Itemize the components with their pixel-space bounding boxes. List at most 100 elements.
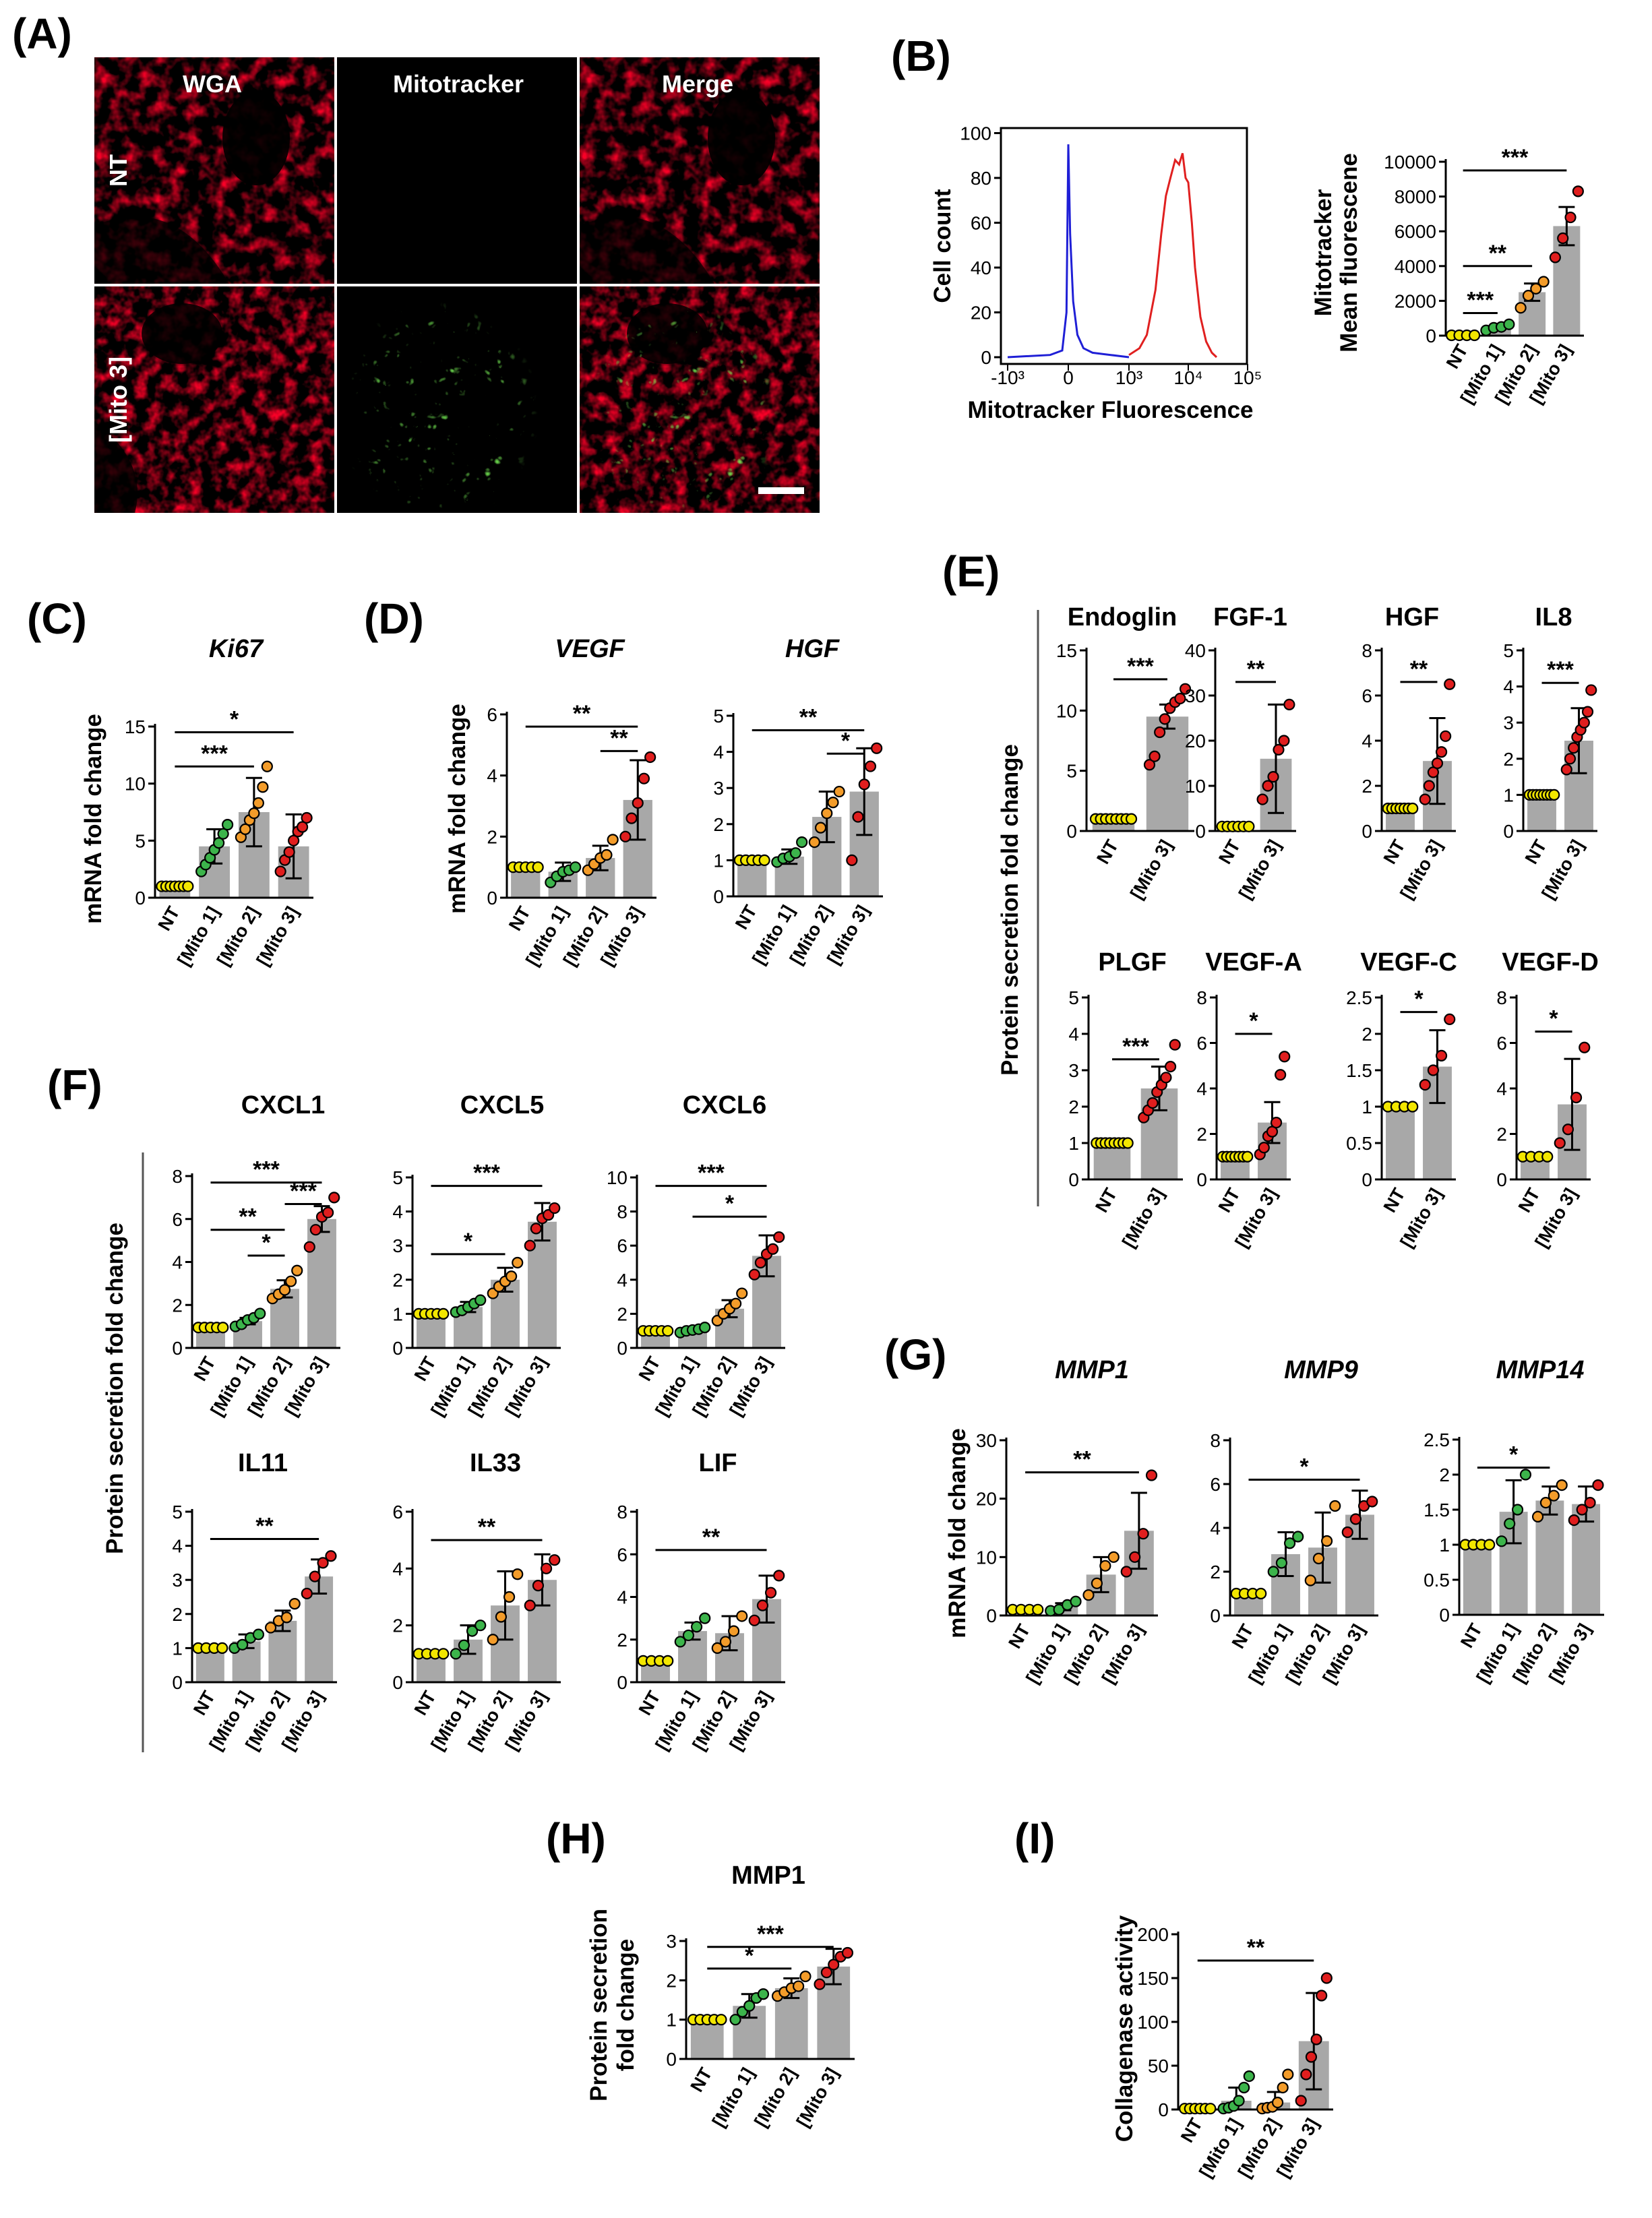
- data-point: [437, 1307, 450, 1320]
- data-point: [1554, 1137, 1566, 1149]
- bar: [737, 860, 767, 896]
- image-nt-mitotracker: [337, 57, 577, 284]
- data-point: [1082, 1589, 1095, 1601]
- data-point: [808, 836, 820, 849]
- data-point: [274, 865, 286, 877]
- microscopy-panel: WGA Mitotracker Merge NT [Mito 3]: [94, 57, 820, 513]
- significance-label: **: [1073, 1447, 1091, 1473]
- data-point: [1568, 742, 1580, 754]
- significance-label: *: [262, 1230, 271, 1256]
- data-point: [1233, 2095, 1245, 2107]
- data-point: [719, 1636, 732, 1648]
- data-point: [625, 812, 638, 824]
- data-point: [549, 1202, 561, 1214]
- significance-label: **: [1247, 1935, 1265, 1961]
- significance-label: **: [573, 701, 591, 727]
- data-point: [252, 797, 264, 809]
- y-tick-label: 40: [971, 257, 991, 278]
- y-tick-label: 5: [172, 1502, 183, 1522]
- y-tick-label: 2.5: [1424, 1429, 1450, 1450]
- y-tick-label: 0: [981, 347, 991, 368]
- data-point: [1511, 1504, 1524, 1516]
- data-point: [1504, 1518, 1516, 1530]
- data-point: [1070, 1595, 1082, 1607]
- data-point: [530, 1223, 542, 1235]
- chart-title: MMP14: [1496, 1356, 1585, 1384]
- y-tick-label: 1: [666, 2010, 677, 2031]
- significance-label: **: [1247, 656, 1265, 682]
- chart-e1: Endoglin 0 5 10 15 NT [Mito 3] ***: [1056, 603, 1194, 902]
- data-point: [644, 751, 656, 764]
- y-tick-label: 4: [1496, 1078, 1507, 1099]
- data-point: [756, 1599, 769, 1611]
- data-point: [1341, 1526, 1353, 1539]
- data-point: [1273, 743, 1285, 756]
- y-tick-label: 2: [392, 1615, 403, 1636]
- y-tick-label: 4: [1362, 731, 1372, 751]
- y-axis-label: Protein secretion: [586, 1909, 612, 2101]
- chart-title: PLGF: [1098, 948, 1166, 977]
- y-tick-label: 5: [713, 706, 724, 727]
- significance-label: *: [464, 1229, 473, 1254]
- chart-title: MMP9: [1284, 1356, 1358, 1384]
- panel-labels: (A) (B) (C) (D) (E) (F) (G) (H) (I): [12, 9, 1055, 1863]
- y-tick-label: 4: [392, 1202, 403, 1223]
- data-point: [1262, 780, 1274, 792]
- significance-label: **: [610, 725, 628, 751]
- y-tick-label: 80: [971, 168, 991, 189]
- y-tick-label: 6: [1496, 1033, 1507, 1054]
- data-point: [1137, 1528, 1149, 1540]
- data-point: [1440, 730, 1452, 742]
- data-point: [283, 846, 295, 858]
- y-tick-label: 4: [1210, 1518, 1221, 1539]
- chart-title: HGF: [785, 635, 840, 663]
- data-point: [1258, 1142, 1270, 1154]
- significance-label: ***: [698, 1161, 725, 1186]
- image-mito3-mitotracker: [337, 286, 577, 513]
- y-tick-label: 2000: [1395, 290, 1436, 311]
- y-tick-label: 0.5: [1424, 1570, 1450, 1591]
- data-point: [532, 1580, 545, 1592]
- data-point: [1267, 1566, 1279, 1578]
- data-point: [1279, 1051, 1291, 1063]
- data-point: [303, 1241, 315, 1253]
- data-point: [1146, 1097, 1159, 1109]
- data-point: [1295, 2095, 1307, 2107]
- panel-label-i: (I): [1014, 1814, 1055, 1863]
- data-point: [729, 2014, 741, 2026]
- data-point: [1585, 684, 1597, 696]
- significance-label: ***: [1502, 145, 1529, 171]
- significance-label: *: [725, 1191, 735, 1216]
- y-tick-label: 6000: [1395, 221, 1436, 242]
- y-tick-label: 6: [392, 1502, 403, 1522]
- data-point: [264, 1622, 277, 1634]
- data-point: [261, 760, 273, 772]
- y-axis-label: Mean fluorescene: [1336, 153, 1362, 352]
- data-point: [217, 828, 229, 840]
- data-point: [799, 1970, 812, 1983]
- bar: [1146, 716, 1189, 831]
- data-point: [820, 1967, 832, 1979]
- data-point: [852, 811, 864, 823]
- y-tick-label: 10: [607, 1167, 628, 1188]
- significance-label: **: [799, 704, 818, 730]
- data-point: [1548, 1489, 1560, 1502]
- data-point: [828, 1959, 840, 1971]
- data-point: [1576, 1504, 1588, 1516]
- data-point: [487, 1634, 499, 1646]
- data-point: [1568, 1514, 1580, 1527]
- data-point: [1282, 2068, 1294, 2081]
- category-label: NT: [1177, 2115, 1206, 2147]
- y-tick-label: 8: [1196, 987, 1207, 1008]
- panel-label-a: (A): [12, 9, 72, 58]
- y-tick-label: 8000: [1395, 187, 1436, 208]
- y-tick-label: 0: [487, 888, 497, 908]
- y-tick-label: 4: [617, 1587, 628, 1608]
- image-nt-wga: [94, 57, 334, 284]
- data-point: [1316, 1990, 1328, 2002]
